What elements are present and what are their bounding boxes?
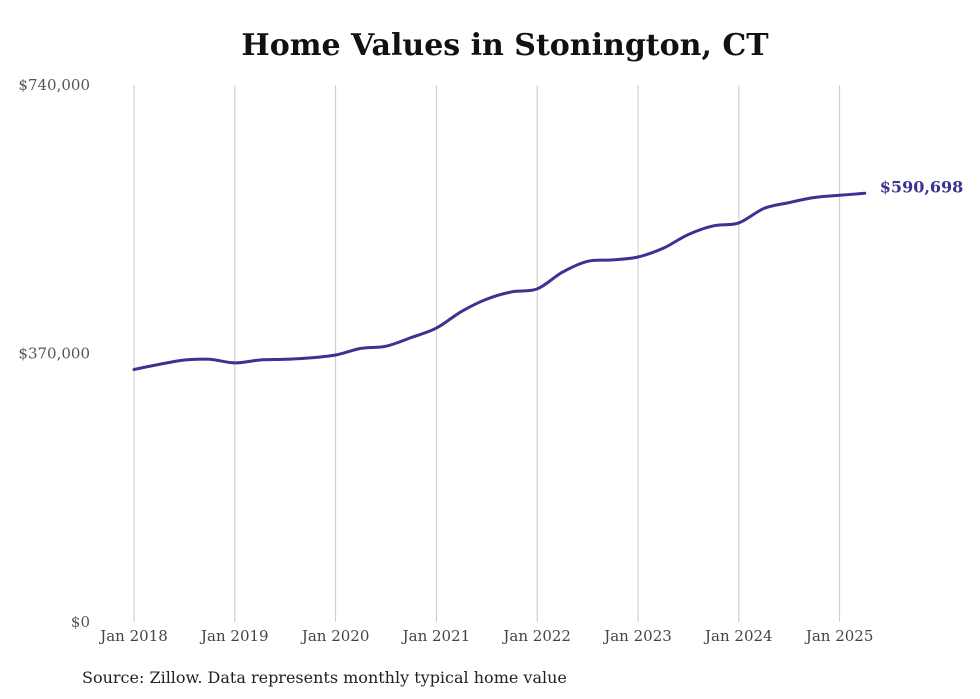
x-tick-label: Jan 2023 (602, 627, 672, 645)
home-value-line (132, 191, 867, 371)
x-tick-label: Jan 2020 (300, 627, 370, 645)
x-tick-label: Jan 2019 (199, 627, 269, 645)
x-tick-label: Jan 2024 (703, 627, 773, 645)
y-tick-label: $370,000 (18, 345, 90, 363)
chart-title: Home Values in Stonington, CT (241, 28, 769, 63)
y-tick-label: $0 (71, 613, 90, 631)
x-tick-label: Jan 2022 (501, 627, 571, 645)
x-tick-label: Jan 2018 (98, 627, 168, 645)
end-value-label: $590,698 (880, 177, 964, 196)
y-tick-label: $740,000 (18, 76, 90, 94)
x-tick-label: Jan 2021 (401, 627, 471, 645)
source-note: Source: Zillow. Data represents monthly … (82, 668, 567, 687)
x-tick-label: Jan 2025 (804, 627, 874, 645)
